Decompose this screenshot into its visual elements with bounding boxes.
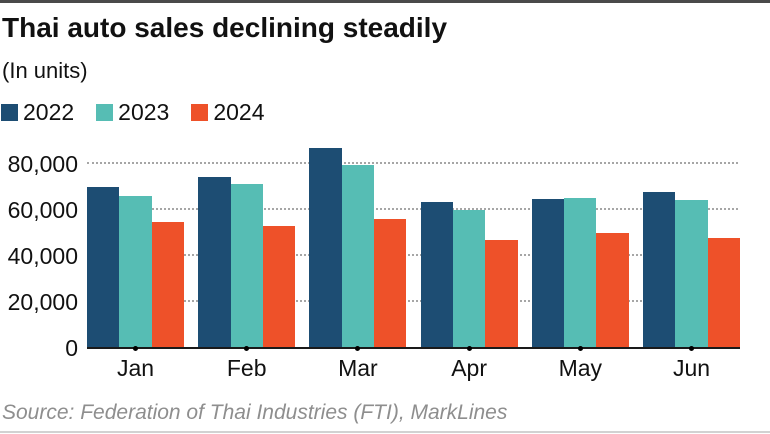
plot-area (87, 145, 740, 351)
bar-2022-jun (643, 191, 676, 347)
bar-group-mar (309, 148, 407, 347)
legend-swatch-2023-icon (96, 104, 114, 121)
bar-2023-mar (341, 165, 375, 347)
ytick-label-0: 0 (65, 335, 78, 361)
bar-group-feb (198, 176, 296, 347)
source-note: Source: Federation of Thai Industries (F… (2, 401, 508, 424)
legend-item-2024: 2024 (191, 99, 265, 126)
xtick-label-may: May (558, 355, 603, 381)
bar-2024-jan (151, 221, 184, 347)
bar-2022-feb (198, 176, 231, 347)
bar-2023-apr (452, 210, 486, 347)
gridline-60000 (87, 208, 738, 210)
bar-2022-mar (309, 148, 342, 347)
bar-group-jan (87, 187, 184, 347)
legend-swatch-2024-icon (191, 104, 209, 121)
xtick-label-mar: Mar (338, 355, 378, 381)
bar-2024-feb (262, 226, 296, 347)
bar-2022-jan (87, 187, 120, 347)
xtick-label-apr: Apr (451, 355, 487, 381)
ytick-label-80000: 80,000 (7, 151, 78, 177)
gridline-20000 (87, 300, 738, 302)
bottom-rule (0, 431, 770, 433)
bar-2024-may (596, 233, 629, 347)
legend-label-2023: 2023 (118, 99, 170, 125)
ytick-label-60000: 60,000 (7, 197, 78, 223)
legend-swatch-2022-icon (1, 104, 18, 121)
bar-group-may (531, 197, 629, 347)
bar-2024-mar (374, 219, 407, 347)
legend-label-2022: 2022 (23, 99, 75, 125)
bar-2023-jun (675, 199, 708, 347)
bar-group-jun (643, 191, 740, 347)
axis-tick-dot-jun (689, 346, 694, 351)
legend: 2022 2023 2024 (1, 99, 287, 126)
xtick-label-jan: Jan (116, 355, 155, 381)
axis-tick-dot-feb (244, 346, 250, 351)
y-axis: 0 20,000 40,000 60,000 80,000 (0, 145, 78, 360)
bar-2022-apr (420, 202, 453, 347)
ytick-label-40000: 40,000 (7, 243, 78, 269)
bar-2023-jan (119, 196, 152, 347)
gridline-40000 (87, 254, 738, 256)
legend-item-2022: 2022 (1, 99, 74, 126)
legend-item-2023: 2023 (96, 99, 169, 126)
top-rule (0, 0, 770, 3)
x-axis: Jan Feb Mar Apr May Jun (87, 355, 740, 383)
axis-tick-dot-apr (466, 346, 472, 351)
axis-tick-dot-mar (355, 346, 361, 351)
legend-label-2024: 2024 (213, 99, 265, 125)
chart-title: Thai auto sales declining steadily (2, 12, 448, 43)
gridline-80000 (87, 162, 738, 164)
bar-2023-feb (230, 183, 263, 347)
xtick-label-jun: Jun (672, 355, 711, 381)
xtick-label-feb: Feb (226, 355, 267, 381)
bar-2022-may (531, 198, 565, 347)
bar-2024-apr (485, 240, 518, 347)
axis-tick-dot-may (577, 346, 583, 351)
axis-tick-dot-jan (133, 346, 138, 351)
chart-subtitle: (In units) (2, 58, 88, 83)
bar-2023-may (564, 197, 597, 347)
bar-2024-jun (707, 237, 740, 347)
bar-group-apr (420, 202, 518, 347)
ytick-label-20000: 20,000 (7, 289, 78, 315)
